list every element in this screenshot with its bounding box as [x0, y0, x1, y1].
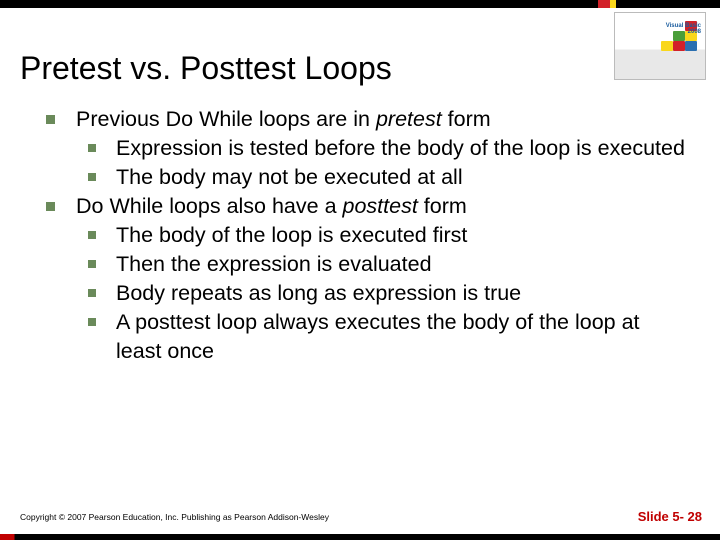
- brand-line2: 2008: [688, 29, 701, 35]
- bullet-text: The body may not be executed at all: [116, 165, 463, 189]
- bullet-l2: Then the expression is evaluated: [40, 250, 690, 279]
- bullet-square-icon: [88, 289, 96, 297]
- bullet-l2: Body repeats as long as expression is tr…: [40, 279, 690, 308]
- accent-red: [598, 0, 610, 8]
- bullet-text: Then the expression is evaluated: [116, 252, 432, 276]
- bullet-text: A posttest loop always executes the body…: [116, 310, 640, 363]
- footer-bar: [0, 534, 720, 540]
- bullet-l1: Do While loops also have a posttest form: [40, 192, 690, 221]
- bullet-square-icon: [46, 202, 55, 211]
- bullet-square-icon: [88, 318, 96, 326]
- bullet-l2: A posttest loop always executes the body…: [40, 308, 690, 366]
- bullet-l2: Expression is tested before the body of …: [40, 134, 690, 163]
- bullet-square-icon: [88, 144, 96, 152]
- bullet-emph: posttest: [343, 194, 418, 218]
- slide-content: Previous Do While loops are in pretest f…: [40, 105, 690, 366]
- bullet-text: Body repeats as long as expression is tr…: [116, 281, 521, 305]
- bullet-square-icon: [88, 231, 96, 239]
- bullet-square-icon: [88, 260, 96, 268]
- bullet-text: Do While loops also have a: [76, 194, 343, 218]
- bullet-l2: The body of the loop is executed first: [40, 221, 690, 250]
- bullet-text: Previous Do While loops are in: [76, 107, 376, 131]
- bullet-text: form: [442, 107, 491, 131]
- top-bar: [0, 0, 720, 8]
- slide-number: Slide 5- 28: [638, 509, 702, 524]
- bullet-square-icon: [46, 115, 55, 124]
- bullet-text: Expression is tested before the body of …: [116, 136, 685, 160]
- bullet-square-icon: [88, 173, 96, 181]
- bullet-text: The body of the loop is executed first: [116, 223, 467, 247]
- accent-yellow: [610, 0, 616, 8]
- bullet-l1: Previous Do While loops are in pretest f…: [40, 105, 690, 134]
- bullet-emph: pretest: [376, 107, 442, 131]
- book-cover: Visual Basic 2008: [614, 12, 706, 80]
- brand-text: Visual Basic 2008: [666, 23, 701, 35]
- bullet-text: form: [418, 194, 467, 218]
- slide-title: Pretest vs. Posttest Loops: [20, 50, 392, 87]
- bullet-l2: The body may not be executed at all: [40, 163, 690, 192]
- copyright-text: Copyright © 2007 Pearson Education, Inc.…: [20, 512, 329, 522]
